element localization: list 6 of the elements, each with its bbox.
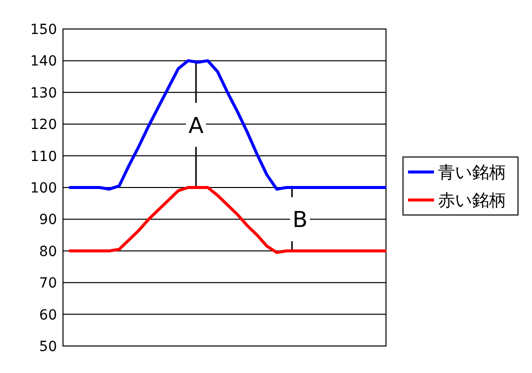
annotation: B [290,188,310,251]
legend-label: 赤い銘柄 [438,191,506,211]
annotation: B [292,208,308,234]
legend-label: 青い銘柄 [438,163,506,183]
annotation: A [188,114,204,139]
annotation: A [186,62,206,188]
